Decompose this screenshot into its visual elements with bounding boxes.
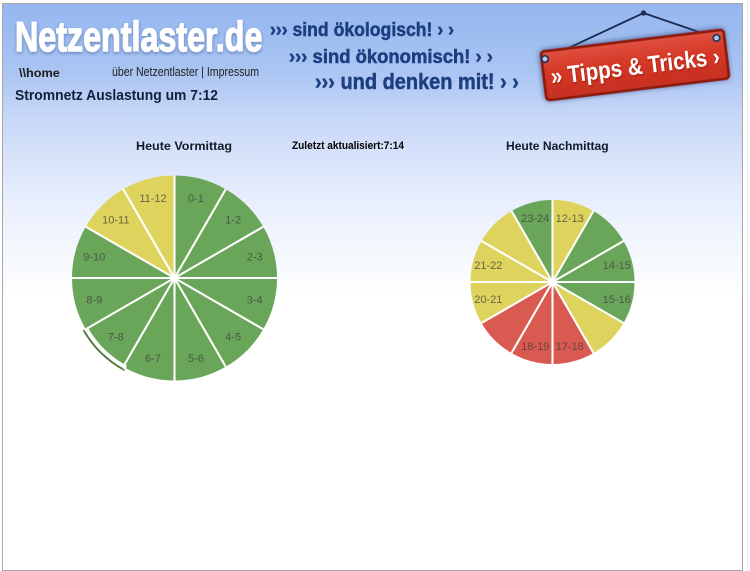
svg-text:5-6: 5-6: [188, 353, 204, 365]
svg-text:20-21: 20-21: [474, 294, 502, 306]
svg-text:18-19: 18-19: [521, 341, 549, 353]
svg-text:15-16: 15-16: [603, 294, 631, 306]
svg-text:6-7: 6-7: [145, 353, 161, 365]
svg-text:12-13: 12-13: [556, 213, 584, 225]
svg-text:8-9: 8-9: [86, 294, 102, 306]
svg-text:4-5: 4-5: [225, 332, 241, 344]
svg-text:21-22: 21-22: [474, 260, 502, 272]
svg-text:14-15: 14-15: [603, 260, 631, 272]
svg-text:2-3: 2-3: [247, 252, 263, 264]
svg-text:7-8: 7-8: [108, 332, 124, 344]
svg-text:0-1: 0-1: [188, 193, 204, 205]
svg-text:10-11: 10-11: [102, 214, 129, 226]
svg-text:9-10: 9-10: [83, 252, 105, 264]
svg-text:1-2: 1-2: [225, 214, 241, 226]
svg-text:17-18: 17-18: [556, 341, 584, 353]
svg-text:3-4: 3-4: [247, 294, 263, 306]
svg-text:23-24: 23-24: [521, 213, 549, 225]
svg-text:11-12: 11-12: [139, 193, 166, 205]
